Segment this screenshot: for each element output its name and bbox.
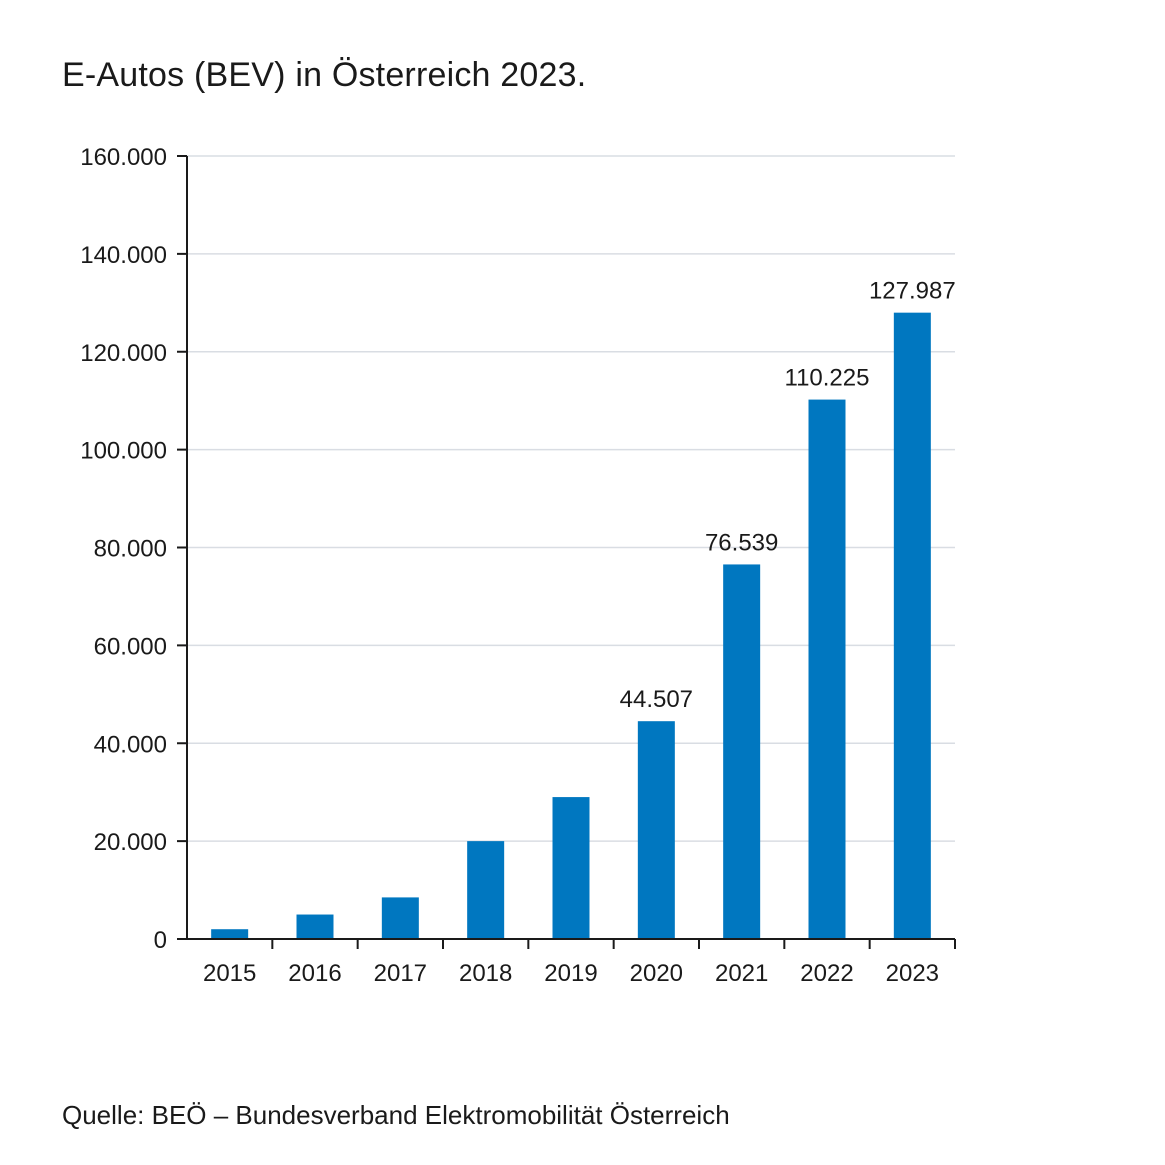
y-tick-label: 140.000 (80, 242, 167, 269)
x-tick-label: 2019 (544, 960, 597, 987)
bar (211, 929, 249, 939)
labels: 0 20.000 40.000 60.000 80.000 100.000 120.000 1… (80, 144, 955, 987)
x-tick-label: 2015 (203, 960, 256, 987)
data-label: 110.225 (785, 365, 870, 392)
y-tick-label: 160.000 (80, 144, 167, 171)
data-label: 127.987 (869, 278, 956, 305)
data-label: 44.507 (620, 686, 693, 713)
x-tick-label: 2021 (715, 960, 768, 987)
data-label: 76.539 (705, 529, 778, 556)
bar (808, 399, 846, 939)
y-tick-label: 100.000 (80, 438, 167, 465)
bars (211, 312, 931, 940)
bar (552, 797, 590, 939)
x-tick-label: 2018 (459, 960, 512, 987)
x-tick-label: 2016 (288, 960, 341, 987)
bar (723, 564, 761, 939)
x-tick-label: 2022 (800, 960, 853, 987)
bar (296, 914, 334, 939)
bar (893, 312, 931, 940)
gridlines (187, 155, 955, 842)
y-tick-label: 120.000 (80, 340, 167, 367)
bar (381, 897, 419, 939)
axes (177, 155, 956, 949)
chart-title: E-Autos (BEV) in Österreich 2023. (62, 56, 587, 94)
y-tick-label: 40.000 (94, 731, 167, 758)
y-tick-label: 20.000 (94, 829, 167, 856)
x-tick-label: 2017 (374, 960, 427, 987)
y-tick-label: 60.000 (94, 633, 167, 660)
x-tick-label: 2023 (886, 960, 939, 987)
y-tick-label: 0 (154, 927, 167, 954)
x-tick-label: 2020 (630, 960, 683, 987)
y-tick-label: 80.000 (94, 536, 167, 563)
bar (637, 721, 675, 939)
bar (467, 841, 505, 939)
source-note: Quelle: BEÖ – Bundesverband Elektromobil… (62, 1100, 730, 1130)
